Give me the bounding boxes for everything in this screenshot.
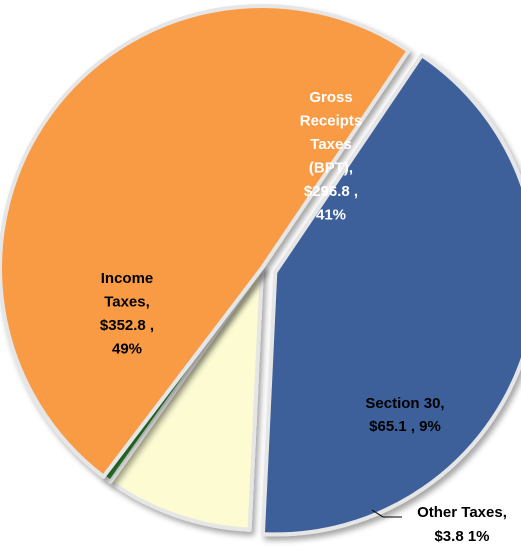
- data-label-income-taxes: Income Taxes, $352.8 , 49%: [100, 270, 154, 358]
- pie-slices: [0, 4, 521, 537]
- pie-slice-income-taxes: [0, 4, 411, 479]
- pie-slice-gross-receipts-taxes-bpt: [260, 53, 521, 537]
- data-label-line: 49%: [112, 341, 142, 358]
- pie-labels: Gross Receipts Taxes (BPT), $296.8 , 41% Secti…: [100, 89, 507, 545]
- data-label-line: Taxes,: [104, 294, 150, 311]
- data-label-other-taxes: Other Taxes, $3.8 1%: [417, 504, 507, 545]
- data-label-line: Receipts: [300, 113, 363, 130]
- data-label-section-30: Section 30, $65.1 , 9%: [365, 395, 444, 435]
- data-label-line: $296.8 ,: [304, 183, 358, 200]
- data-label-line: 41%: [316, 207, 346, 224]
- data-label-line: (BPT),: [309, 160, 353, 177]
- data-label-gross-receipts-taxes-bpt: Gross Receipts Taxes (BPT), $296.8 , 41%: [300, 89, 363, 224]
- data-label-line: $65.1 , 9%: [369, 418, 441, 435]
- data-label-line: $352.8 ,: [100, 317, 154, 334]
- leader-line-other-taxes: [371, 509, 402, 518]
- pie-slice-section-30: [108, 266, 264, 532]
- data-label-line: Section 30,: [365, 395, 444, 412]
- data-label-line: $3.8 1%: [434, 528, 489, 545]
- data-label-line: Taxes: [310, 136, 351, 153]
- data-label-line: Income: [101, 270, 154, 287]
- data-label-line: Gross: [309, 89, 352, 106]
- data-label-line: Other Taxes,: [417, 504, 507, 521]
